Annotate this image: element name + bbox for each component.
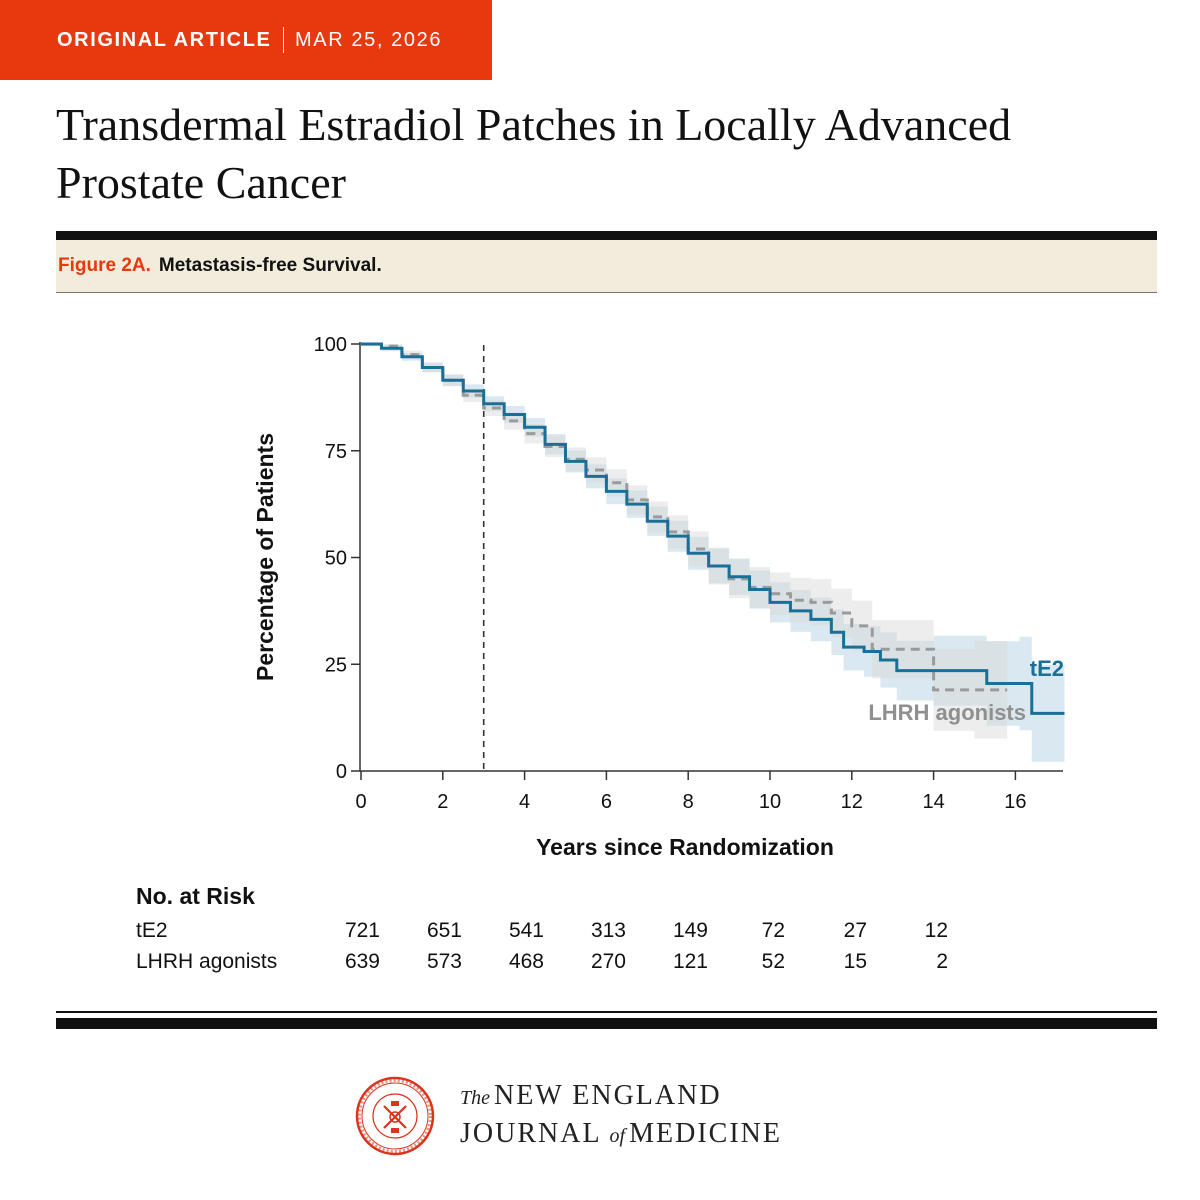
- x-axis-label: Years since Randomization: [536, 834, 834, 860]
- banner-divider: [282, 27, 284, 53]
- figure-label: Figure 2A.: [58, 255, 151, 276]
- at-risk-row-label: LHRH agonists: [136, 950, 277, 973]
- x-tick-label: 14: [922, 791, 944, 813]
- at-risk-value: 15: [844, 950, 867, 973]
- y-tick-label: 100: [314, 334, 347, 356]
- at-risk-title: No. at Risk: [136, 883, 255, 909]
- figure-title: Metastasis-free Survival.: [158, 255, 382, 276]
- publisher-line1: NEW ENGLAND: [494, 1080, 722, 1111]
- nejm-seal-logo: [355, 1076, 435, 1156]
- publisher-name: The NEW ENGLAND JOURNAL of MEDICINE: [460, 1078, 782, 1154]
- y-axis-label: Percentage of Patients: [252, 433, 278, 681]
- bottom-rule-thin: [56, 1011, 1157, 1013]
- y-tick-label: 0: [336, 761, 347, 783]
- at-risk-value: 468: [509, 950, 544, 973]
- y-tick-label: 25: [325, 654, 347, 676]
- publisher-journal: JOURNAL: [460, 1118, 601, 1149]
- figure-caption-band: Figure 2A. Metastasis-free Survival.: [56, 240, 1157, 293]
- at-risk-row-label: tE2: [136, 919, 168, 942]
- article-type: ORIGINAL ARTICLE: [57, 28, 272, 51]
- at-risk-value: 313: [591, 919, 626, 942]
- te2-legend-label: tE2: [1030, 656, 1064, 681]
- y-tick-label: 75: [325, 441, 347, 463]
- at-risk-value: 651: [427, 919, 462, 942]
- article-type-banner: ORIGINAL ARTICLE MAR 25, 2026: [0, 0, 492, 80]
- at-risk-value: 72: [762, 919, 785, 942]
- at-risk-value: 27: [844, 919, 867, 942]
- at-risk-value: 639: [345, 950, 380, 973]
- x-tick-label: 2: [437, 791, 448, 813]
- x-tick-label: 4: [519, 791, 530, 813]
- at-risk-value: 573: [427, 950, 462, 973]
- article-headline: Transdermal Estradiol Patches in Locally…: [56, 99, 1012, 208]
- publisher-of: of: [609, 1125, 626, 1147]
- at-risk-value: 121: [673, 950, 708, 973]
- lhrh-legend-label: LHRH agonists: [868, 700, 1026, 725]
- at-risk-value: 541: [509, 919, 544, 942]
- x-tick-label: 12: [841, 791, 863, 813]
- at-risk-value: 2: [936, 950, 948, 973]
- x-tick-label: 0: [355, 791, 366, 813]
- at-risk-value: 12: [925, 919, 948, 942]
- x-tick-label: 8: [683, 791, 694, 813]
- at-risk-value: 270: [591, 950, 626, 973]
- publisher-medicine: MEDICINE: [629, 1118, 782, 1149]
- at-risk-value: 721: [345, 919, 380, 942]
- at-risk-value: 52: [762, 950, 785, 973]
- article-date: MAR 25, 2026: [295, 28, 443, 51]
- lhrh-confidence-band: [361, 344, 1008, 746]
- x-tick-label: 10: [759, 791, 781, 813]
- te2-curve: [361, 342, 1065, 715]
- y-tick-label: 50: [325, 548, 347, 570]
- figure-top-rule: [56, 231, 1157, 240]
- publisher-the: The: [460, 1087, 490, 1109]
- x-tick-label: 16: [1004, 791, 1026, 813]
- x-tick-label: 6: [601, 791, 612, 813]
- at-risk-value: 149: [673, 919, 708, 942]
- bottom-rule-thick: [56, 1018, 1157, 1029]
